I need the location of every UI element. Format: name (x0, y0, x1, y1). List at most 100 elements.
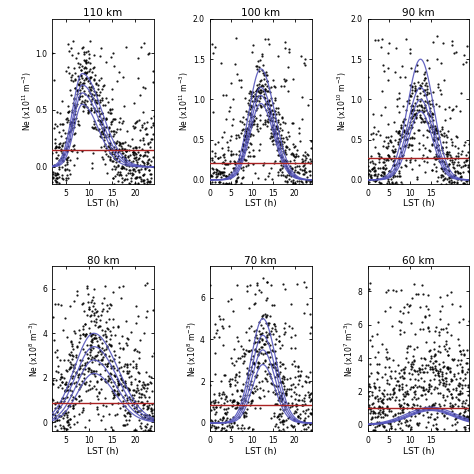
Point (59, 326, 67, 334)
Point (225, 183, 233, 191)
Point (298, 451, 305, 458)
Point (235, 131, 242, 139)
Point (415, 370, 422, 377)
Point (443, 219, 451, 227)
Point (407, 92, 414, 100)
Point (119, 190, 127, 198)
Point (445, 161, 452, 168)
Point (452, 384, 459, 392)
Point (369, 135, 377, 143)
Point (95, 388, 103, 395)
Point (119, 344, 127, 352)
Point (221, 395, 228, 402)
Point (263, 337, 270, 345)
Point (214, 183, 222, 191)
Point (295, 177, 302, 185)
Point (255, 337, 263, 345)
Point (426, 435, 434, 442)
Point (117, 375, 125, 383)
Point (447, 207, 454, 214)
Point (387, 408, 395, 415)
Point (149, 306, 156, 314)
Point (395, 447, 403, 455)
Point (300, 407, 307, 415)
Point (219, 464, 227, 471)
Point (427, 354, 435, 362)
Point (386, 390, 394, 398)
Point (243, 125, 251, 132)
Point (442, 409, 450, 417)
Point (395, 127, 402, 135)
Point (447, 368, 454, 375)
Point (391, 410, 398, 418)
Point (255, 82, 263, 90)
Point (112, 146, 119, 154)
Point (117, 171, 124, 178)
Point (407, 122, 414, 129)
Point (384, 76, 392, 83)
Point (303, 300, 310, 308)
Point (92, 89, 100, 96)
Point (410, 409, 418, 417)
Point (292, 402, 300, 410)
Point (448, 138, 456, 146)
Point (389, 183, 397, 191)
Point (98, 117, 105, 124)
Point (58, 141, 66, 149)
Point (134, 381, 141, 389)
Point (422, 106, 429, 114)
Point (373, 130, 380, 138)
Point (130, 346, 138, 354)
Point (144, 118, 151, 126)
Point (435, 102, 443, 110)
Point (65, 107, 73, 115)
Point (371, 160, 379, 168)
Point (116, 168, 124, 175)
Point (407, 109, 415, 117)
Point (69, 367, 77, 374)
Y-axis label: Ne (x10$^{10}$ m$^{-3}$): Ne (x10$^{10}$ m$^{-3}$) (336, 72, 349, 131)
Point (126, 395, 134, 403)
Point (139, 404, 146, 411)
Point (438, 372, 446, 380)
Point (448, 106, 456, 114)
Point (301, 153, 309, 160)
Point (429, 110, 437, 118)
Point (82, 332, 89, 340)
Point (228, 168, 235, 176)
Point (112, 158, 120, 165)
Point (456, 360, 464, 368)
Point (288, 399, 296, 406)
Point (405, 421, 413, 429)
Point (79, 330, 87, 337)
Point (72, 400, 79, 408)
Point (237, 164, 245, 172)
Point (133, 347, 141, 355)
Point (89, 344, 97, 352)
Point (269, 141, 276, 148)
Point (119, 393, 127, 401)
Point (286, 432, 293, 439)
Point (371, 393, 379, 401)
Point (264, 36, 272, 43)
Point (258, 82, 265, 90)
Point (113, 410, 120, 418)
Point (237, 76, 245, 84)
Point (219, 91, 227, 99)
Point (365, 166, 373, 173)
Point (278, 115, 286, 122)
Point (91, 63, 98, 71)
Point (120, 363, 128, 370)
Point (386, 206, 393, 214)
Point (300, 183, 307, 191)
Point (240, 142, 247, 150)
Point (99, 82, 106, 90)
Point (135, 369, 143, 376)
Point (295, 162, 303, 169)
Point (265, 105, 273, 112)
Point (276, 138, 283, 146)
Point (81, 365, 89, 373)
Point (382, 164, 390, 172)
Point (255, 146, 263, 154)
Point (237, 404, 244, 411)
